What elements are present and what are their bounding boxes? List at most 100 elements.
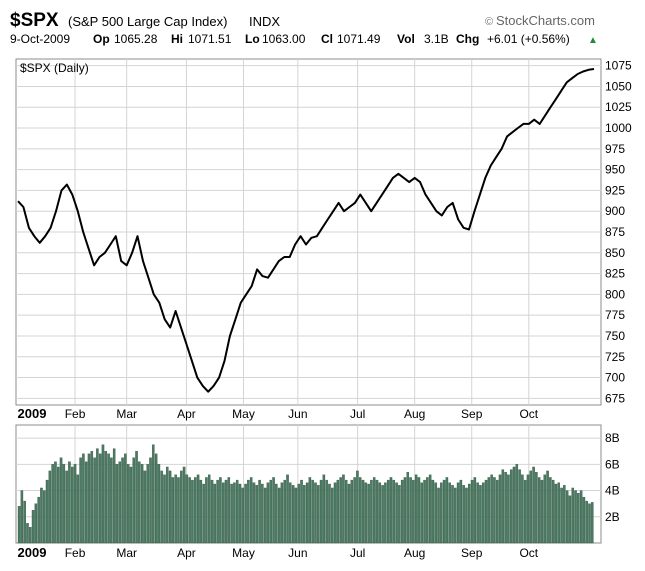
volume-bar	[549, 477, 552, 544]
volume-bar	[317, 485, 320, 544]
volume-x-tick: Jul	[350, 546, 365, 560]
volume-y-tick-labels: 2B 4B 6B 8B	[605, 431, 620, 524]
volume-bar	[171, 477, 175, 544]
volume-bar	[509, 469, 513, 544]
price-x-tick: Jul	[350, 407, 365, 421]
price-x-tick: 2009	[18, 406, 47, 421]
volume-bar	[286, 474, 289, 544]
volume-bar	[118, 461, 122, 544]
volume-bar	[526, 474, 530, 544]
volume-bar	[188, 477, 191, 544]
volume-bar	[574, 490, 577, 544]
volume-bar	[389, 477, 393, 544]
volume-bar	[51, 464, 54, 544]
volume-bar	[124, 453, 127, 544]
volume-bar	[168, 470, 172, 544]
volume-bar	[247, 479, 250, 544]
volume-bar	[476, 482, 479, 544]
volume-bar	[98, 453, 102, 544]
price-x-tick: Feb	[65, 407, 86, 421]
symbol-title: $SPX	[10, 10, 59, 31]
copyright-icon: ©	[485, 16, 493, 28]
volume-bar	[258, 479, 261, 544]
volume-bar	[462, 485, 465, 544]
volume-bar	[423, 479, 426, 544]
volume-bar	[57, 466, 60, 544]
volume-bar	[283, 479, 286, 544]
volume-bar	[104, 451, 108, 544]
volume-bar	[202, 483, 205, 544]
volume-bar	[540, 479, 544, 544]
volume-x-tick: Oct	[519, 546, 538, 560]
low-label: Lo	[245, 32, 260, 46]
volume-panel: 2B 4B 6B 8B	[15, 424, 620, 544]
volume-bar	[73, 464, 77, 544]
volume-bar	[224, 479, 228, 544]
volume-bar	[504, 472, 507, 544]
volume-bar	[398, 485, 401, 544]
volume-bar	[34, 503, 38, 544]
volume-bar	[420, 482, 423, 544]
volume-bar	[512, 466, 516, 544]
price-y-tick: 925	[605, 183, 625, 197]
volume-bar	[149, 457, 152, 544]
volume-bar	[266, 482, 270, 544]
volume-bar	[269, 479, 272, 544]
volume-bar	[101, 444, 105, 544]
volume-bar	[84, 461, 88, 544]
price-x-tick: Oct	[519, 407, 538, 421]
volume-x-tick: Jun	[288, 546, 307, 560]
high-label: Hi	[171, 32, 183, 46]
volume-bar	[272, 477, 275, 544]
volume-bar	[45, 479, 49, 544]
volume-bar	[501, 469, 505, 544]
price-y-tick: 675	[605, 391, 625, 405]
volume-bar	[82, 453, 85, 544]
volume-bar	[482, 482, 485, 544]
volume-bar	[571, 487, 574, 544]
price-y-tick: 750	[605, 329, 625, 343]
volume-bar	[79, 457, 82, 544]
volume-bar	[135, 451, 138, 544]
volume-x-tick: Apr	[177, 546, 196, 560]
volume-bar	[121, 457, 124, 544]
volume-bar	[294, 487, 298, 544]
price-y-tick: 950	[605, 163, 625, 177]
volume-bar	[347, 483, 351, 544]
price-series-line	[17, 68, 595, 393]
volume-bar	[143, 470, 147, 544]
quote-date: 9-Oct-2009	[10, 32, 70, 46]
volume-bars	[17, 444, 594, 544]
price-x-grid	[74, 59, 530, 405]
source-label: StockCharts.com	[496, 13, 595, 28]
volume-bar	[261, 483, 264, 544]
volume-bar	[152, 444, 155, 544]
volume-bar	[154, 453, 158, 544]
volume-bar	[174, 474, 177, 544]
close-value: 1071.49	[337, 32, 381, 46]
volume-bar	[115, 464, 119, 544]
volume-bar	[375, 479, 379, 544]
volume-bar	[23, 500, 26, 544]
volume-bar	[160, 470, 163, 544]
volume-bar	[216, 479, 219, 544]
volume-bar	[191, 479, 194, 544]
price-x-tick: May	[232, 407, 255, 421]
volume-bar	[344, 479, 348, 544]
volume-bar	[199, 479, 203, 544]
price-x-tick: Aug	[404, 407, 425, 421]
volume-bar	[358, 477, 362, 544]
volume-bar	[588, 503, 591, 544]
volume-bar	[386, 479, 390, 544]
volume-bar	[406, 472, 410, 544]
volume-bar	[339, 477, 342, 544]
volume-bar	[157, 464, 161, 544]
volume-bar	[308, 477, 312, 544]
price-y-tick: 725	[605, 350, 625, 364]
volume-bar	[331, 487, 334, 544]
volume-bar	[591, 502, 594, 544]
volume-bar	[26, 523, 29, 544]
volume-bar	[110, 457, 113, 544]
volume-bar	[289, 482, 292, 544]
